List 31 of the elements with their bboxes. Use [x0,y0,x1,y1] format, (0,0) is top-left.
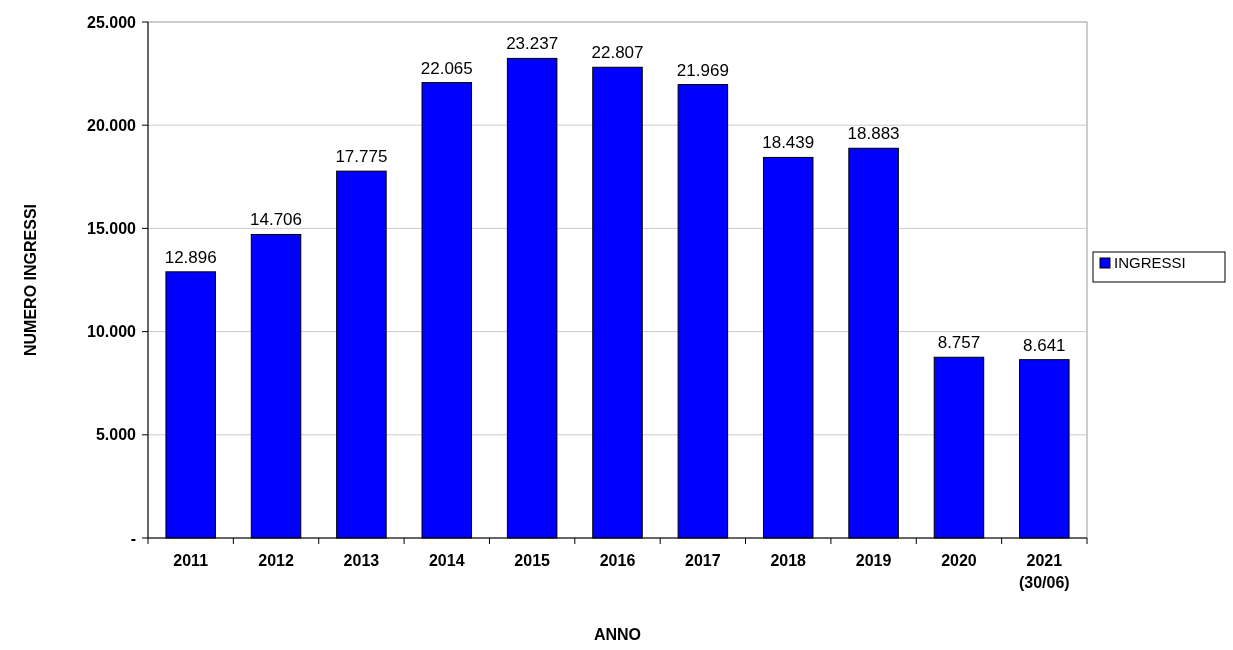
legend-label: INGRESSI [1114,254,1186,272]
x-tick-label: 2013 [343,552,380,569]
x-tick-label: 2020 [941,552,977,569]
y-tick-label: 15.000 [87,220,137,237]
y-tick-label: 20.000 [87,116,137,134]
data-label: 12.896 [164,247,217,267]
data-label: 21.969 [676,60,729,80]
data-label: 8.757 [937,333,981,353]
x-tick-label: 2014 [428,552,465,569]
x-tick-label: 2021 (30/06) [1018,552,1070,591]
y-axis-title: NUMERO INGRESSI [22,203,39,357]
x-tick-label: 2012 [258,552,294,569]
x-tick-label: 2011 [173,552,209,569]
data-label: 17.775 [335,147,388,167]
data-label: 22.807 [591,43,644,63]
x-tick-label: 2016 [599,552,636,569]
data-label: 14.706 [250,210,303,230]
x-axis-title: ANNO [593,626,642,643]
x-tick-label: 2019 [855,552,892,569]
data-label: 23.237 [506,34,559,54]
x-tick-label: 2018 [770,552,807,569]
y-tick-label: - [130,529,136,547]
y-tick-label: 10.000 [87,323,137,341]
data-label: 8.641 [1023,335,1066,355]
x-tick-label: 2015 [514,552,551,569]
y-tick-label: 25.000 [87,13,137,31]
data-label: 22.065 [420,58,473,78]
data-label: 18.439 [762,133,815,153]
y-tick-label: 5.000 [95,426,137,444]
data-label: 18.883 [847,124,900,144]
x-tick-label: 2017 [685,552,721,569]
